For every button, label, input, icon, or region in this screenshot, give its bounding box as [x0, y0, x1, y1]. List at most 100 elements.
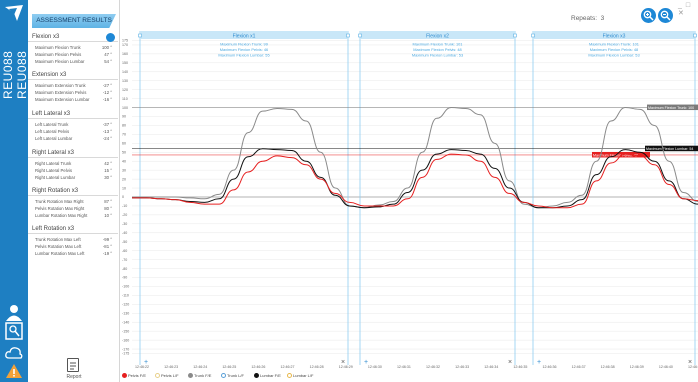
legend-item[interactable]: Pelvis L/F: [155, 373, 179, 378]
series-line: [131, 153, 698, 209]
result-row: Left Lateral Trunk -37 °: [35, 122, 112, 127]
y-tick-label: 30: [122, 168, 126, 172]
rep-title: Flexion x1: [233, 34, 256, 40]
rep-handle: [531, 33, 535, 38]
result-row: Right Lateral Pelvis 15 °: [35, 168, 112, 173]
rep-handle: [693, 33, 697, 38]
y-tick-label: 170: [122, 43, 128, 47]
series-lines: [131, 107, 698, 209]
max-marker-badge: [645, 145, 698, 152]
patient-id: REU088 REU088: [1, 50, 29, 100]
y-tick-label: -10: [122, 204, 127, 208]
section-title: Extension x3: [28, 70, 118, 80]
result-row: Trunk Rotation Max Left -99 °: [35, 237, 112, 242]
rep-handle: [513, 33, 517, 38]
patient-icon[interactable]: [4, 304, 24, 322]
rep-stat: Maximum Flexion Trunk: 101: [413, 42, 463, 47]
legend-swatch: [287, 373, 292, 378]
legend-item[interactable]: Lumbar L/F: [287, 373, 313, 378]
y-tick-label: 130: [122, 79, 128, 83]
y-tick-label: 20: [122, 177, 126, 181]
x-tick-label: 12:46:31: [397, 365, 411, 369]
rep-close-icon: ×: [341, 359, 345, 366]
section-right-rotation: Right Rotation x3 Trunk Rotation Max Rig…: [28, 186, 118, 219]
y-tick-label: 120: [122, 88, 128, 92]
x-tick-label: 12:46:37: [572, 365, 586, 369]
legend-swatch: [122, 373, 127, 378]
x-tick-label: 12:46:30: [368, 365, 382, 369]
x-tick-label: 12:46:25: [222, 365, 236, 369]
rep-stat: Maximum Flexion Pelvis: 48: [413, 47, 461, 52]
legend-item[interactable]: Pelvis F/E: [122, 373, 146, 378]
max-marker-label: Maximum Flexion Trunk: 100: [648, 106, 694, 110]
rep-stat: Maximum Flexion Lumbar: 53: [588, 53, 639, 58]
window-controls[interactable]: _ □ ✕: [678, 2, 692, 17]
y-tick-label: -50: [122, 240, 127, 244]
legend-swatch: [155, 373, 160, 378]
rep-title: Flexion x2: [426, 34, 449, 40]
legend-label: Trunk L/F: [227, 373, 244, 378]
repeats-label-text: Repeats:: [571, 15, 598, 22]
rep-header: [360, 31, 515, 39]
result-row: Maximum Flexion Trunk 100 °: [35, 45, 112, 50]
y-tick-label: 140: [122, 70, 128, 74]
rep-handle: [358, 33, 362, 38]
y-tick-label: -20: [122, 213, 127, 217]
y-tick-label: -60: [122, 249, 127, 253]
rep-header: [533, 31, 695, 39]
x-tick-label: 12:46:41: [688, 365, 698, 369]
legend-label: Trunk F/E: [194, 373, 212, 378]
section-extension: Extension x3 Maximum Extension Trunk -27 …: [28, 70, 118, 103]
plot-area: [130, 31, 698, 365]
zoom-out-button[interactable]: [658, 8, 673, 23]
y-tick-label: 40: [122, 159, 126, 163]
result-row: Trunk Rotation Max Right 87 °: [35, 199, 112, 204]
rep-add-icon: +: [537, 359, 541, 366]
legend-item[interactable]: Trunk F/E: [188, 373, 211, 378]
assessment-results-tab[interactable]: ASSESSMENT RESULTS: [32, 14, 116, 28]
report-icon: [67, 358, 79, 372]
y-tick-label: 0: [122, 195, 124, 199]
max-marker-label: Maximum Flexion Lumbar: 54: [646, 147, 693, 151]
y-tick-label: -120: [122, 303, 129, 307]
legend-label: Lumbar F/E: [260, 373, 281, 378]
warning-icon[interactable]: [4, 362, 24, 380]
section-title: Right Rotation x3: [28, 186, 118, 196]
patient-search-icon[interactable]: [4, 322, 24, 340]
x-tick-label: 12:46:33: [455, 365, 469, 369]
report-button[interactable]: Report: [28, 355, 120, 382]
rep-stat: Maximum Flexion Lumbar: 55: [218, 53, 269, 58]
section-title: Left Lateral x3: [28, 109, 118, 119]
y-tick-label: -70: [122, 258, 127, 262]
y-tick-label: -40: [122, 231, 127, 235]
legend-item[interactable]: Lumbar F/E: [254, 373, 281, 378]
assessment-results-panel: ASSESSMENT RESULTS Flexion x3 Maximum Fl…: [28, 0, 120, 382]
flexion-toggle[interactable]: [106, 33, 115, 42]
cloud-sync-icon[interactable]: [4, 344, 24, 362]
result-row: Lumbar Rotation Max Left -19 °: [35, 251, 112, 256]
zoom-in-icon: [643, 10, 654, 21]
x-tick-label: 12:46:36: [542, 365, 556, 369]
x-tick-label: 12:46:39: [630, 365, 644, 369]
section-left-rotation: Left Rotation x3 Trunk Rotation Max Left…: [28, 224, 118, 257]
rep-close-icon: ×: [508, 359, 512, 366]
y-tick-label: 80: [122, 124, 126, 128]
result-row: Maximum Flexion Lumbar 54 °: [35, 59, 112, 64]
result-row: Maximum Flexion Pelvis 47 °: [35, 52, 112, 57]
zoom-in-button[interactable]: [641, 8, 656, 23]
section-flexion: Flexion x3 Maximum Flexion Trunk 100 ° Ma…: [28, 32, 118, 65]
repeats-value: 3: [600, 15, 605, 22]
y-tick-label: 150: [122, 61, 128, 65]
max-marker-badge: [592, 151, 650, 158]
x-tick-label: 12:46:24: [193, 365, 207, 369]
max-marker-badge: [647, 104, 698, 111]
section-right-lateral: Right Lateral x3 Right Lateral Trunk 42 °…: [28, 148, 118, 181]
rep-stat: Maximum Flexion Trunk: 99: [220, 42, 268, 47]
legend-swatch: [254, 373, 259, 378]
y-axis: 1751701601501401301201101009080706050403…: [122, 39, 129, 356]
rep-stat: Maximum Flexion Pelvis: 46: [220, 47, 268, 52]
legend-item[interactable]: Trunk L/F: [221, 373, 244, 378]
x-tick-label: 12:46:29: [339, 365, 353, 369]
rep-header: [140, 31, 348, 39]
